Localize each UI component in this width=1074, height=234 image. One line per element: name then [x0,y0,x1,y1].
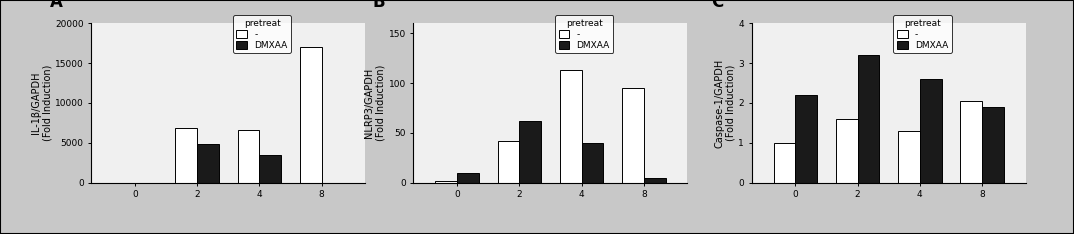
Bar [497,141,520,183]
Bar [237,130,259,183]
Bar [836,119,858,183]
Bar [581,143,604,183]
Text: C: C [711,0,723,11]
Legend: -, DMXAA: -, DMXAA [894,15,952,53]
Bar [773,143,796,183]
Bar [175,128,198,183]
Bar [960,101,982,183]
Bar [796,95,817,183]
Text: B: B [373,0,386,11]
Text: A: A [50,0,63,11]
Bar [435,181,458,183]
Bar [858,55,880,183]
Bar [458,173,479,183]
Bar [300,47,321,183]
Legend: -, DMXAA: -, DMXAA [555,15,613,53]
Y-axis label: IL-1β/GAPDH
(Fold Induction): IL-1β/GAPDH (Fold Induction) [30,65,53,141]
Bar [643,178,666,183]
Bar [919,79,942,183]
Bar [198,144,219,183]
Legend: -, DMXAA: -, DMXAA [233,15,291,53]
Bar [982,107,1004,183]
Bar [560,70,581,183]
Bar [622,88,643,183]
Y-axis label: NLRP3/GAPDH
(Fold Induction): NLRP3/GAPDH (Fold Induction) [364,65,386,141]
Y-axis label: Caspase-1/GAPDH
(Fold Induction): Caspase-1/GAPDH (Fold Induction) [714,58,736,148]
Bar [520,121,541,183]
Bar [259,155,281,183]
Bar [898,131,919,183]
